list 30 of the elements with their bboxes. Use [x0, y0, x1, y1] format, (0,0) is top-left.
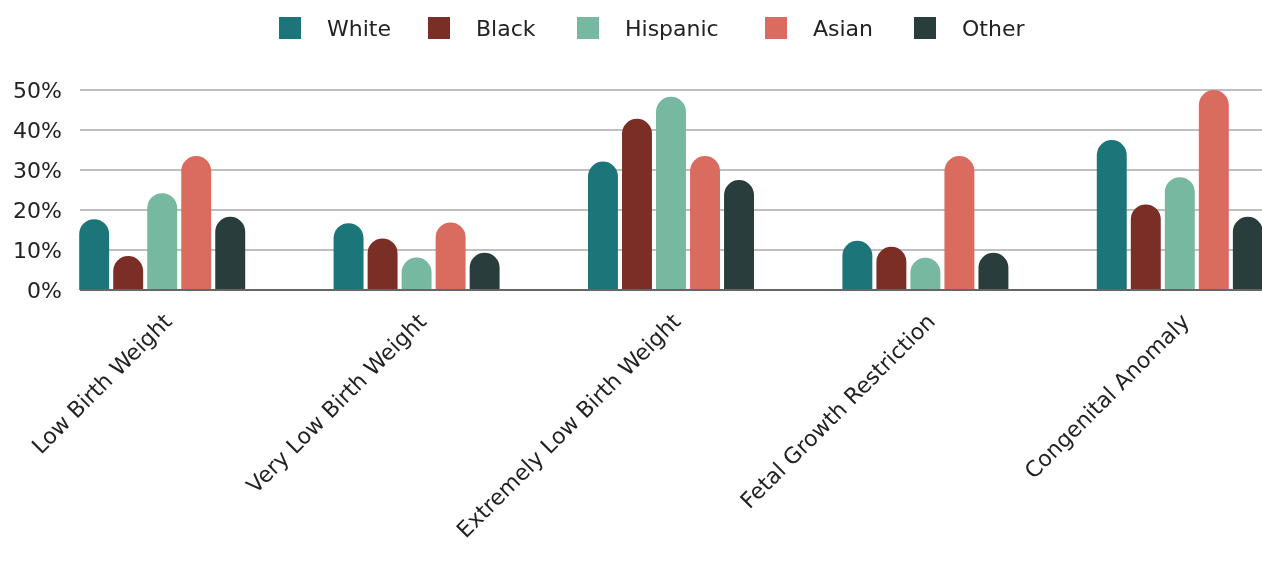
y-tick-label: 40%	[13, 117, 62, 143]
bar	[215, 216, 246, 290]
bar	[1198, 90, 1229, 290]
bar	[147, 193, 178, 290]
bar	[367, 238, 398, 290]
bar	[944, 156, 975, 290]
y-tick-label: 0%	[27, 277, 62, 303]
y-tick-label: 50%	[13, 77, 62, 103]
bar	[656, 96, 686, 290]
y-tick-label: 10%	[13, 237, 62, 263]
bar	[333, 223, 364, 290]
bar	[690, 156, 720, 290]
bar	[79, 219, 110, 290]
legend-label: Asian	[813, 15, 874, 41]
bar	[842, 240, 873, 290]
bar	[1096, 140, 1127, 290]
bar	[1232, 216, 1262, 290]
bar	[724, 180, 754, 290]
legend-label: Other	[962, 15, 1026, 41]
bar	[435, 222, 466, 290]
bar	[622, 118, 652, 290]
y-tick-label: 20%	[13, 197, 62, 223]
legend-label: White	[327, 15, 391, 41]
legend-label: Black	[476, 15, 536, 41]
legend-label: Hispanic	[625, 15, 719, 41]
bar	[1130, 204, 1161, 290]
y-tick-label: 30%	[13, 157, 62, 183]
bar	[588, 161, 618, 290]
bar	[1164, 177, 1195, 290]
bar	[181, 156, 212, 290]
